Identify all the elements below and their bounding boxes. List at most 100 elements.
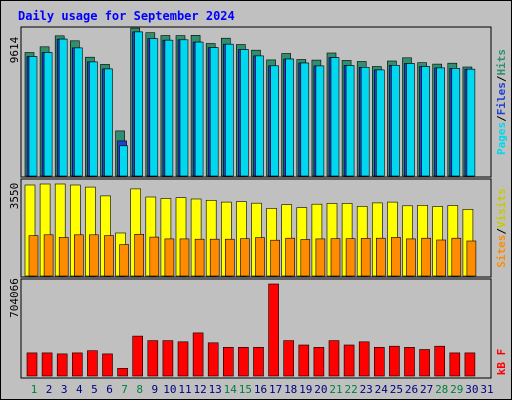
bar-kbytes-day-24 <box>373 346 385 377</box>
bar-sites-day-9 <box>149 236 160 277</box>
legend-visits: Visits <box>495 188 508 228</box>
x-label-day-28: 28 <box>435 383 448 396</box>
bar-sites-day-10 <box>164 238 175 277</box>
bar-kbytes-day-29 <box>449 352 461 377</box>
bar-kbytes-day-22 <box>343 344 355 377</box>
bar-pages-day-22 <box>345 65 355 177</box>
bar-pages-day-18 <box>285 58 295 177</box>
bar-kbytes-day-1 <box>26 352 38 377</box>
bar-pages-day-11 <box>179 39 189 177</box>
bar-pages-day-12 <box>194 41 204 177</box>
legend-sites: Sites <box>495 235 508 268</box>
x-label-day-20: 20 <box>314 383 327 396</box>
x-label-day-14: 14 <box>224 383 238 396</box>
bar-sites-day-24 <box>375 237 386 277</box>
x-label-day-22: 22 <box>344 383 357 396</box>
bar-sites-day-1 <box>28 235 39 277</box>
bar-sites-day-19 <box>300 239 311 277</box>
x-label-day-26: 26 <box>405 383 418 396</box>
bar-kbytes-day-15 <box>238 346 249 377</box>
bar-sites-day-20 <box>315 238 326 277</box>
bar-sites-day-21 <box>330 238 341 277</box>
bar-pages-day-25 <box>391 65 400 177</box>
bar-sites-day-6 <box>104 235 114 277</box>
chart-title: Daily usage for September 2024 <box>18 9 235 23</box>
bar-pages-day-5 <box>89 61 98 177</box>
bar-pages-day-7 <box>119 145 128 177</box>
bar-sites-day-13 <box>209 238 220 277</box>
bar-kbytes-day-8 <box>132 335 143 377</box>
x-label-day-30: 30 <box>465 383 478 396</box>
bar-sites-day-17 <box>270 239 280 277</box>
legend-hits: Hits <box>495 49 508 76</box>
bar-sites-day-28 <box>436 239 447 277</box>
bar-kbytes-day-19 <box>298 344 310 377</box>
bar-pages-day-3 <box>58 38 68 177</box>
bar-sites-day-8 <box>134 234 144 277</box>
bar-kbytes-day-11 <box>177 341 189 377</box>
bar-pages-day-26 <box>406 63 415 177</box>
x-label-day-12: 12 <box>193 383 206 396</box>
bar-pages-day-2 <box>43 52 53 177</box>
x-label-day-1: 1 <box>31 383 38 396</box>
bar-sites-day-25 <box>391 237 401 277</box>
x-label-day-13: 13 <box>209 383 222 396</box>
bar-kbytes-day-12 <box>192 332 204 377</box>
bar-kbytes-day-23 <box>358 341 370 377</box>
bar-kbytes-day-27 <box>419 349 430 377</box>
bar-pages-day-30 <box>466 68 476 177</box>
bar-pages-day-17 <box>270 65 279 177</box>
x-label-day-24: 24 <box>375 383 389 396</box>
x-label-day-10: 10 <box>163 383 176 396</box>
bar-kbytes-day-17 <box>268 283 279 377</box>
bar-kbytes-day-3 <box>56 353 68 377</box>
x-label-day-7: 7 <box>121 383 128 396</box>
bar-sites-day-27 <box>421 237 431 277</box>
bar-pages-day-28 <box>436 67 446 177</box>
bar-sites-day-7 <box>119 244 129 277</box>
bar-sites-day-22 <box>345 238 356 277</box>
bar-kbytes-day-26 <box>404 346 415 377</box>
bar-pages-day-13 <box>209 47 219 177</box>
bar-kbytes-day-14 <box>223 346 234 377</box>
x-label-day-29: 29 <box>450 383 463 396</box>
bar-pages-day-29 <box>451 68 461 177</box>
bar-kbytes-day-28 <box>434 345 446 377</box>
bar-sites-day-14 <box>225 238 235 277</box>
x-label-day-17: 17 <box>269 383 282 396</box>
bar-sites-day-11 <box>179 238 190 277</box>
bar-kbytes-day-25 <box>389 345 400 377</box>
bar-kbytes-day-16 <box>253 346 264 377</box>
x-label-day-21: 21 <box>329 383 342 396</box>
bar-sites-day-18 <box>285 237 296 277</box>
x-label-day-3: 3 <box>61 383 68 396</box>
y-max-label-bottom: 704066 <box>8 278 21 318</box>
bar-pages-day-6 <box>104 68 113 177</box>
x-label-day-4: 4 <box>76 383 83 396</box>
bar-kbytes-day-4 <box>72 352 83 377</box>
bar-kbytes-day-20 <box>313 346 325 377</box>
x-axis-labels: 1 2 3 4 5 6 7 8 9 10 11 12 13 14 15 16 17 18 19 20 21 22 23 24 2… <box>31 383 494 396</box>
bar-sites-day-26 <box>406 238 416 277</box>
bar-pages-day-8 <box>134 31 143 177</box>
bar-pages-day-15 <box>240 49 249 177</box>
legend-pages: Pages <box>495 122 508 155</box>
bar-pages-day-23 <box>360 67 370 177</box>
x-label-day-15: 15 <box>239 383 252 396</box>
legend-middle: Sites/Visits <box>495 188 508 268</box>
bar-pages-day-4 <box>74 47 83 177</box>
bar-kbytes-day-18 <box>283 340 295 377</box>
bar-sites-day-30 <box>466 240 477 277</box>
bar-kbytes-day-21 <box>328 340 340 377</box>
bar-pages-day-1 <box>28 56 38 177</box>
x-label-day-31: 31 <box>480 383 493 396</box>
bar-pages-day-16 <box>255 55 264 177</box>
bar-kbytes-day-5 <box>87 350 98 377</box>
bar-sites-day-12 <box>194 238 205 277</box>
bar-kbytes-day-9 <box>147 340 159 377</box>
legend-kbytes: kB F <box>495 349 508 376</box>
x-label-day-11: 11 <box>178 383 191 396</box>
bar-kbytes-day-10 <box>162 340 174 377</box>
x-label-day-23: 23 <box>360 383 373 396</box>
